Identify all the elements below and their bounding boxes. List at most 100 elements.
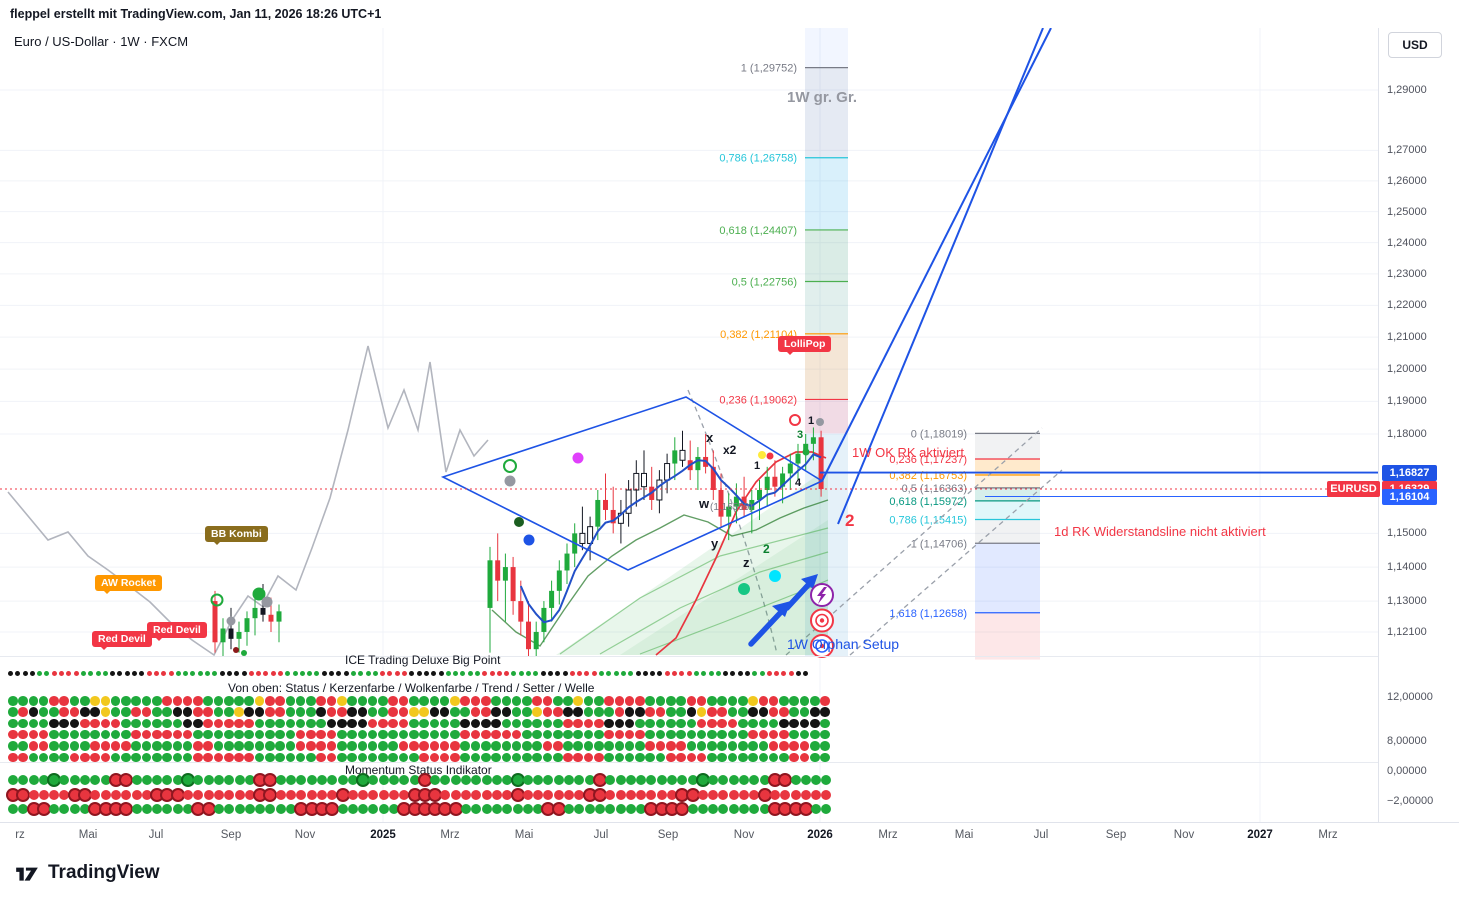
signal-dot <box>572 452 584 464</box>
signal-dot <box>261 596 273 608</box>
time-axis-label: Sep <box>220 829 242 841</box>
price-tick: 1,27000 <box>1387 144 1427 157</box>
arrow-drawing[interactable] <box>784 580 813 611</box>
credit-text: fleppel erstellt mit TradingView.com, Ja… <box>10 7 382 21</box>
target-badge-icon[interactable] <box>810 608 834 633</box>
candles-early <box>212 584 282 657</box>
fib-level-label: 1,618 (1,12658) <box>889 608 967 620</box>
price-tick: 1,20000 <box>1387 363 1427 376</box>
fib-band <box>805 399 848 434</box>
price-tick: 1,12100 <box>1387 625 1427 638</box>
time-axis-label: Mrz <box>878 829 898 841</box>
arrow-head <box>801 574 818 589</box>
fib-level-label: 0,236 (1,17237) <box>889 454 967 466</box>
ema-ribbon-line <box>599 551 829 655</box>
fib-band <box>975 433 1040 460</box>
signal-dot <box>252 587 266 601</box>
fib-band <box>805 281 848 334</box>
time-axis[interactable]: rz Mai Jul Sep Nov 2025 Mrz Mai Jul Sep Nov 2026 Mrz… <box>0 822 1459 849</box>
pane-divider[interactable] <box>0 762 1378 763</box>
time-axis-label: Mai <box>78 829 98 841</box>
fib-band <box>975 519 1040 544</box>
fib-band <box>805 229 848 282</box>
time-axis-label: Jul <box>593 829 609 841</box>
price-tick: 1,24000 <box>1387 236 1427 249</box>
ma-blue-line <box>519 453 822 624</box>
signal-dot <box>816 418 824 426</box>
ema-green-line <box>491 499 829 647</box>
signal-dot <box>738 583 750 595</box>
lightning-badge-icon[interactable] <box>810 583 834 607</box>
signal-dot <box>241 650 247 656</box>
signal-dot <box>210 593 224 607</box>
price-axis[interactable]: 1,29000 1,27000 1,26000 1,25000 1,24000 1,230… <box>1378 28 1459 822</box>
signal-dot <box>503 459 517 473</box>
trend-ray[interactable] <box>837 27 1044 525</box>
time-axis-label: Mai <box>514 829 534 841</box>
time-axis-label: Mrz <box>1318 829 1338 841</box>
time-axis-label: Mai <box>954 829 974 841</box>
arrow-drawing[interactable] <box>748 608 785 647</box>
signal-dot <box>802 448 810 456</box>
fib-level-label: 0,5 (1,22756) <box>732 277 797 289</box>
fib-band <box>975 543 1040 613</box>
time-axis-label: 2026 <box>807 829 833 841</box>
signal-dot <box>233 647 239 653</box>
signal-dot <box>766 452 774 460</box>
price-tick: 1,18000 <box>1387 428 1427 440</box>
time-axis-label: Mrz <box>440 829 460 841</box>
fib-band <box>975 612 1040 660</box>
price-tick: 1,21000 <box>1387 331 1427 344</box>
time-axis-label: rz <box>15 829 25 841</box>
time-axis-label: Nov <box>1173 829 1195 841</box>
ema-ribbon-line <box>559 527 829 655</box>
fib-band <box>975 459 1040 475</box>
fib-level-label: 1 (1,14706) <box>911 538 967 550</box>
fib-band <box>975 487 1040 501</box>
tradingview-logo-icon <box>16 867 38 881</box>
watermark-text: TradingView <box>48 862 160 883</box>
time-axis-label: 2025 <box>370 829 396 841</box>
fib-level-label: 0,236 (1,19062) <box>719 394 797 406</box>
dashed-curve[interactable] <box>687 389 778 655</box>
indicator-scale-tick: 0,00000 <box>1387 765 1427 777</box>
fib-band <box>805 157 848 230</box>
zigzag-line <box>7 345 489 657</box>
fib-band <box>805 67 848 158</box>
signal-dot <box>226 616 236 626</box>
dashed-trendline[interactable] <box>849 469 1063 656</box>
signal-dot <box>758 451 766 459</box>
fib-band <box>975 474 1040 488</box>
price-tick: 1,22000 <box>1387 299 1427 312</box>
fib-retracement-daily-extension[interactable]: 0 (1,18019)0,236 (1,17237)0,382 (1,16753… <box>889 428 1040 660</box>
time-axis-label: Nov <box>733 829 755 841</box>
price-tick: 1,23000 <box>1387 267 1427 280</box>
signal-dot <box>523 534 535 546</box>
time-axis-label: Sep <box>657 829 679 841</box>
fib-band <box>975 500 1040 520</box>
fib-retracement-weekly-large[interactable]: 1 (1,29752) 0,786 (1,26758) 0,618 (1,24407… <box>719 63 848 434</box>
pane-divider[interactable] <box>0 656 1378 657</box>
price-tick: 1,14000 <box>1387 561 1427 574</box>
indicator-scale-tick: −2,00000 <box>1387 795 1434 807</box>
fib-level-label: 0,382 (1,21104) <box>720 329 797 341</box>
fib-level-label: 1 (1,29752) <box>741 63 797 75</box>
indicator-scale-tick: 8,00000 <box>1387 735 1427 747</box>
target2-badge-icon[interactable] <box>810 634 834 658</box>
fib-level-label: 0 (1,18019) <box>911 428 967 440</box>
time-axis-label: 2027 <box>1247 829 1273 841</box>
fib-level-label: 0,618 (1,15972) <box>889 496 967 508</box>
time-axis-label: Nov <box>294 829 316 841</box>
currency-toggle-button[interactable]: USD <box>1388 32 1442 58</box>
trend-ray[interactable] <box>821 27 1052 482</box>
time-axis-label: Jul <box>148 829 164 841</box>
fib-level-label: 0,786 (1,26758) <box>719 153 797 165</box>
time-axis-label: Sep <box>1105 829 1127 841</box>
symbol-legend[interactable]: Euro / US-Dollar · 1W · FXCM <box>14 34 189 49</box>
tradingview-watermark: TradingView <box>14 860 160 886</box>
time-axis-label: Jul <box>1033 829 1049 841</box>
fib-band <box>805 333 848 400</box>
indicator-scale-tick: 12,00000 <box>1387 691 1433 703</box>
